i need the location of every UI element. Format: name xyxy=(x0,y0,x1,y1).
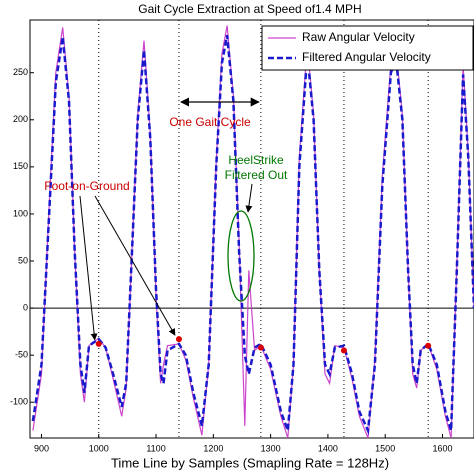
x-tick-label: 1000 xyxy=(89,443,109,453)
y-tick-label: 150 xyxy=(13,161,28,171)
y-tick-label: -50 xyxy=(15,350,28,360)
foot-marker xyxy=(175,336,182,343)
x-axis-label: Time Line by Samples (Smapling Rate = 12… xyxy=(111,455,389,470)
heel-ellipse xyxy=(227,210,255,302)
legend-label: Filtered Angular Velocity xyxy=(302,50,431,64)
y-tick-label: 200 xyxy=(13,114,28,124)
y-tick-label: -100 xyxy=(10,397,28,407)
foot-marker xyxy=(95,340,102,347)
foot-arrow xyxy=(94,195,176,336)
foot-arrow xyxy=(79,195,98,341)
foot-label: Foot-on-Ground xyxy=(44,179,129,193)
foot-marker xyxy=(340,347,347,354)
x-tick-label: 1500 xyxy=(375,443,395,453)
legend-label: Raw Angular Velocity xyxy=(302,30,415,44)
heel-arrow xyxy=(245,183,253,213)
foot-marker xyxy=(425,342,432,349)
y-tick-label: 0 xyxy=(23,302,28,312)
y-tick-label: 100 xyxy=(13,208,28,218)
series-line xyxy=(31,34,474,436)
legend-box xyxy=(261,25,474,71)
chart-title: Gait Cycle Extraction at Speed of1.4 MPH xyxy=(138,2,361,16)
heel-label: HeelStrike xyxy=(228,153,284,167)
x-tick-label: 1100 xyxy=(146,443,165,453)
x-tick-label: 1200 xyxy=(203,443,223,453)
x-tick-label: 1600 xyxy=(432,443,452,453)
heel-label: Filtered Out xyxy=(225,168,288,182)
y-tick-label: 250 xyxy=(13,67,28,77)
x-tick-label: 900 xyxy=(34,443,49,453)
x-tick-label: 1400 xyxy=(318,443,338,453)
x-tick-label: 1300 xyxy=(261,443,281,453)
cycle-label: One Gait Cycle xyxy=(169,115,251,129)
foot-marker xyxy=(257,344,264,351)
y-tick-label: 50 xyxy=(18,255,28,265)
